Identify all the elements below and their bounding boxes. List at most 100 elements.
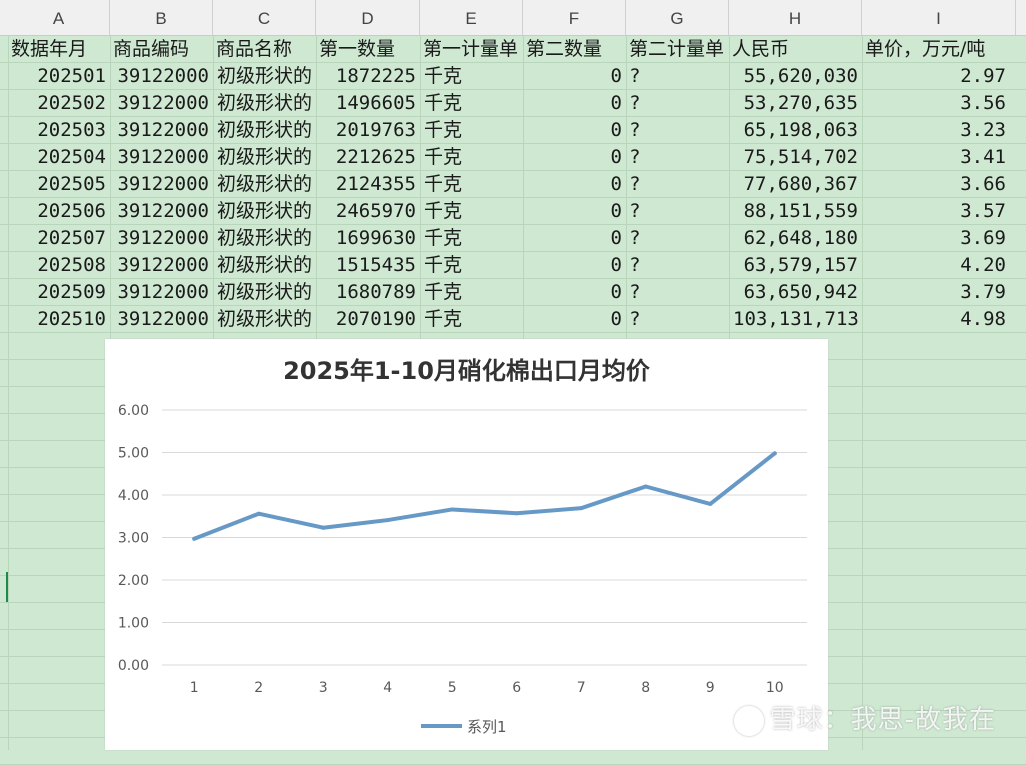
table-cell[interactable]: 39122000 (117, 308, 209, 330)
table-cell[interactable]: 千克 (424, 173, 463, 195)
table-cell[interactable]: 202503 (37, 119, 106, 141)
table-cell[interactable]: ? (630, 200, 641, 222)
table-cell[interactable]: 0 (610, 254, 622, 276)
table-cell[interactable]: ? (630, 65, 641, 87)
table-cell[interactable]: 39122000 (117, 92, 209, 114)
column-header-b[interactable]: B (110, 0, 213, 35)
table-cell[interactable]: 65,198,063 (743, 119, 858, 141)
table-cell[interactable]: 39122000 (117, 65, 209, 87)
table-cell[interactable]: 0 (610, 65, 622, 87)
table-cell[interactable]: 初级形状的 (217, 254, 313, 276)
table-cell[interactable]: 3.41 (960, 146, 1006, 168)
table-cell[interactable]: ? (630, 281, 641, 303)
table-cell[interactable]: 39122000 (117, 200, 209, 222)
table-cell[interactable]: 0 (610, 281, 622, 303)
table-cell[interactable]: 77,680,367 (743, 173, 858, 195)
column-header-a[interactable]: A (8, 0, 110, 35)
table-cell[interactable]: 千克 (424, 308, 463, 330)
column-header-c[interactable]: C (213, 0, 316, 35)
table-cell[interactable]: 202502 (37, 92, 106, 114)
table-cell[interactable]: 202510 (37, 308, 106, 330)
table-cell[interactable]: 39122000 (117, 281, 209, 303)
table-cell[interactable]: 3.69 (960, 227, 1006, 249)
table-cell[interactable]: 2.97 (960, 65, 1006, 87)
table-cell[interactable]: 39122000 (117, 227, 209, 249)
table-cell[interactable]: 62,648,180 (743, 227, 858, 249)
table-cell[interactable]: 3.66 (960, 173, 1006, 195)
table-cell[interactable]: 75,514,702 (743, 146, 858, 168)
table-cell[interactable]: 202509 (37, 281, 106, 303)
table-cell[interactable]: 初级形状的 (217, 119, 313, 141)
line-chart[interactable]: 2025年1-10月硝化棉出口月均价 0.00 1.00 2.00 3.00 4.00 5… (105, 339, 828, 750)
header-cell[interactable]: 第二数量 (526, 38, 603, 60)
table-cell[interactable]: 202505 (37, 173, 106, 195)
table-cell[interactable]: 0 (610, 227, 622, 249)
table-cell[interactable]: 2124355 (335, 173, 416, 195)
table-cell[interactable]: 202504 (37, 146, 106, 168)
table-cell[interactable]: 1515435 (335, 254, 416, 276)
column-header-g[interactable]: G (626, 0, 729, 35)
table-cell[interactable]: 63,579,157 (743, 254, 858, 276)
table-cell[interactable]: ? (630, 173, 641, 195)
table-cell[interactable]: ? (630, 308, 641, 330)
table-cell[interactable]: 0 (610, 119, 622, 141)
table-cell[interactable]: 初级形状的 (217, 92, 313, 114)
header-cell[interactable]: 商品编码 (113, 38, 190, 60)
table-cell[interactable]: 千克 (424, 227, 463, 249)
table-cell[interactable]: 39122000 (117, 173, 209, 195)
header-cell[interactable]: 第一数量 (319, 38, 396, 60)
table-cell[interactable]: 1699630 (335, 227, 416, 249)
header-cell[interactable]: 第二计量单 (629, 38, 725, 60)
table-cell[interactable]: ? (630, 119, 641, 141)
table-cell[interactable]: 2212625 (335, 146, 416, 168)
table-cell[interactable]: 4.20 (960, 254, 1006, 276)
table-cell[interactable]: 2070190 (335, 308, 416, 330)
table-cell[interactable]: 3.79 (960, 281, 1006, 303)
table-cell[interactable]: 39122000 (117, 119, 209, 141)
table-cell[interactable]: 0 (610, 200, 622, 222)
table-cell[interactable]: 39122000 (117, 146, 209, 168)
table-cell[interactable]: 55,620,030 (743, 65, 858, 87)
table-cell[interactable]: 千克 (424, 65, 463, 87)
table-cell[interactable]: 初级形状的 (217, 227, 313, 249)
table-cell[interactable]: 初级形状的 (217, 281, 313, 303)
header-cell[interactable]: 第一计量单 (423, 38, 519, 60)
table-cell[interactable]: ? (630, 146, 641, 168)
table-cell[interactable]: 202508 (37, 254, 106, 276)
table-cell[interactable]: 88,151,559 (743, 200, 858, 222)
header-cell[interactable]: 商品名称 (216, 38, 293, 60)
table-cell[interactable]: 103,131,713 (733, 308, 859, 330)
table-cell[interactable]: 初级形状的 (217, 173, 313, 195)
table-cell[interactable]: 202506 (37, 200, 106, 222)
table-cell[interactable]: 初级形状的 (217, 146, 313, 168)
table-cell[interactable]: ? (630, 92, 641, 114)
column-header-i[interactable]: I (862, 0, 1016, 35)
table-cell[interactable]: 0 (610, 308, 622, 330)
table-cell[interactable]: ? (630, 227, 641, 249)
table-cell[interactable]: 初级形状的 (217, 308, 313, 330)
column-header-e[interactable]: E (420, 0, 523, 35)
table-cell[interactable]: 初级形状的 (217, 200, 313, 222)
table-cell[interactable]: 千克 (424, 92, 463, 114)
header-cell[interactable]: 数据年月 (11, 38, 88, 60)
table-cell[interactable]: 202507 (37, 227, 106, 249)
table-cell[interactable]: 39122000 (117, 254, 209, 276)
table-cell[interactable]: 0 (610, 146, 622, 168)
table-cell[interactable]: 初级形状的 (217, 65, 313, 87)
table-cell[interactable]: 千克 (424, 146, 463, 168)
column-header-h[interactable]: H (729, 0, 862, 35)
table-cell[interactable]: 1872225 (335, 65, 416, 87)
table-cell[interactable]: 2019763 (335, 119, 416, 141)
table-cell[interactable]: 63,650,942 (743, 281, 858, 303)
table-cell[interactable]: 1680789 (335, 281, 416, 303)
table-cell[interactable]: ? (630, 254, 641, 276)
table-cell[interactable]: 千克 (424, 119, 463, 141)
column-header-d[interactable]: D (316, 0, 420, 35)
table-cell[interactable]: 4.98 (960, 308, 1006, 330)
table-cell[interactable]: 53,270,635 (743, 92, 858, 114)
header-cell[interactable]: 单价，万元/吨 (865, 38, 986, 60)
table-cell[interactable]: 千克 (424, 281, 463, 303)
table-cell[interactable]: 3.57 (960, 200, 1006, 222)
table-cell[interactable]: 1496605 (335, 92, 416, 114)
table-cell[interactable]: 2465970 (335, 200, 416, 222)
